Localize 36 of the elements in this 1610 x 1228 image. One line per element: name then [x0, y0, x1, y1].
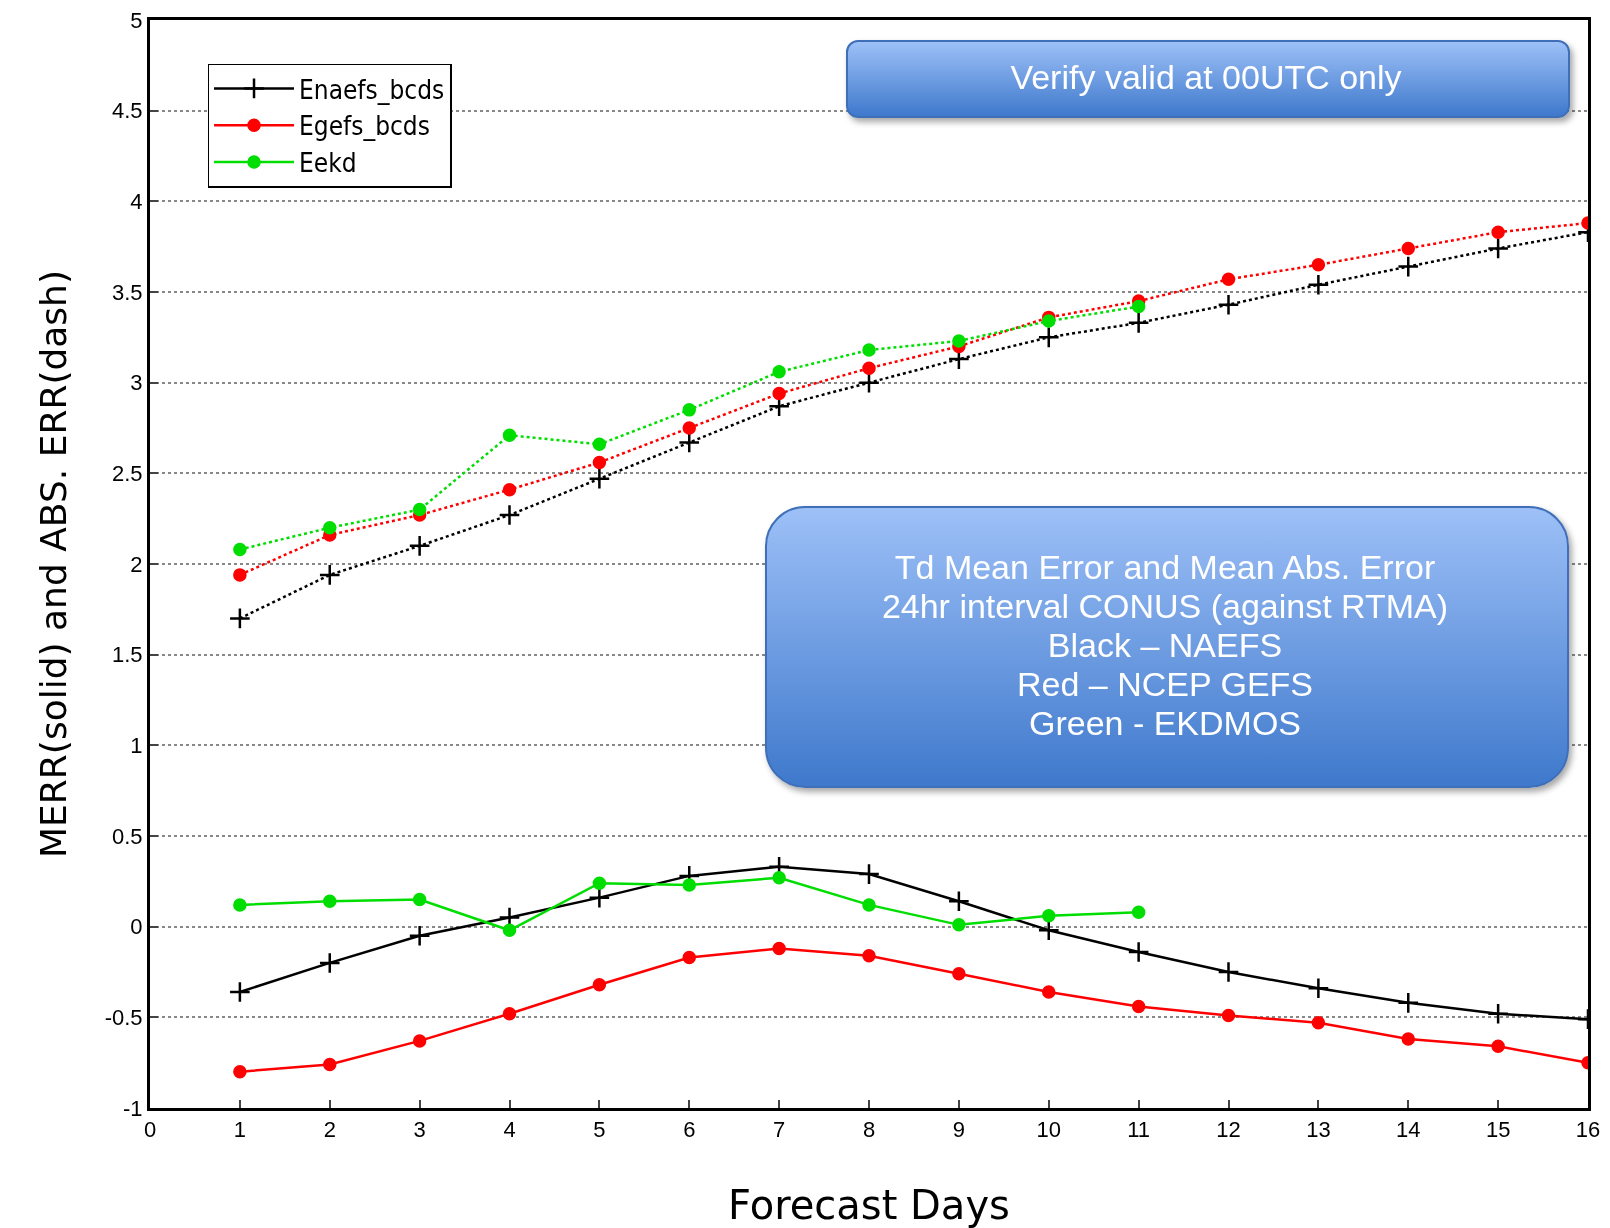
- y-tick-label: 1: [130, 733, 143, 759]
- x-tick-label: 9: [952, 1117, 966, 1143]
- legend-label: Eekd: [299, 148, 357, 179]
- y-tick-label: 3.5: [112, 279, 143, 305]
- annotation: Td Mean Error and Mean Abs. Error 24hr interval CONUS (against RTMA) Black – NAEFS Red – NCEP GEFS Green - EKDMOS: [880, 546, 1450, 744]
- y-tick-label: 1.5: [112, 642, 143, 668]
- y-tick-label: 2.5: [112, 461, 143, 487]
- y-tick-label: 4: [130, 189, 143, 215]
- x-tick-label: 1: [233, 1117, 247, 1143]
- legend-label: Enaefs_bcds: [299, 74, 445, 105]
- x-tick-label: 11: [1127, 1117, 1151, 1143]
- y-tick-label: 5: [130, 7, 143, 33]
- x-tick-label: 15: [1485, 1117, 1511, 1143]
- x-tick-label: 12: [1216, 1117, 1241, 1143]
- x-tick-label: 8: [862, 1117, 876, 1143]
- y-tick-label: 4.5: [112, 98, 143, 124]
- legend-label: Egefs_bcds: [299, 111, 430, 142]
- y-axis-title: MERR(solid) and ABS. ERR(dash): [33, 270, 74, 858]
- x-tick-label: 5: [593, 1117, 606, 1143]
- y-tick-label: 0.5: [112, 823, 143, 849]
- y-tick-label: 2: [130, 551, 143, 577]
- x-tick-label: 4: [503, 1117, 516, 1143]
- x-tick-label: 10: [1036, 1117, 1061, 1143]
- x-tick-label: 14: [1396, 1117, 1421, 1143]
- x-tick-label: 7: [773, 1117, 786, 1143]
- x-tick-label: 16: [1575, 1117, 1601, 1143]
- annotation: Verify valid at 00UTC only: [1009, 56, 1403, 98]
- y-tick-label: 0: [130, 914, 143, 940]
- x-tick-label: 2: [323, 1117, 336, 1143]
- y-tick-label: -0.5: [104, 1005, 143, 1031]
- x-tick-label: 3: [413, 1117, 426, 1143]
- x-tick-label: 13: [1306, 1117, 1331, 1143]
- x-tick-label: 6: [683, 1117, 696, 1143]
- y-tick-label: -1: [123, 1095, 143, 1121]
- y-tick-label: 3: [130, 370, 143, 396]
- x-axis-title: Forecast Days: [728, 1182, 1010, 1228]
